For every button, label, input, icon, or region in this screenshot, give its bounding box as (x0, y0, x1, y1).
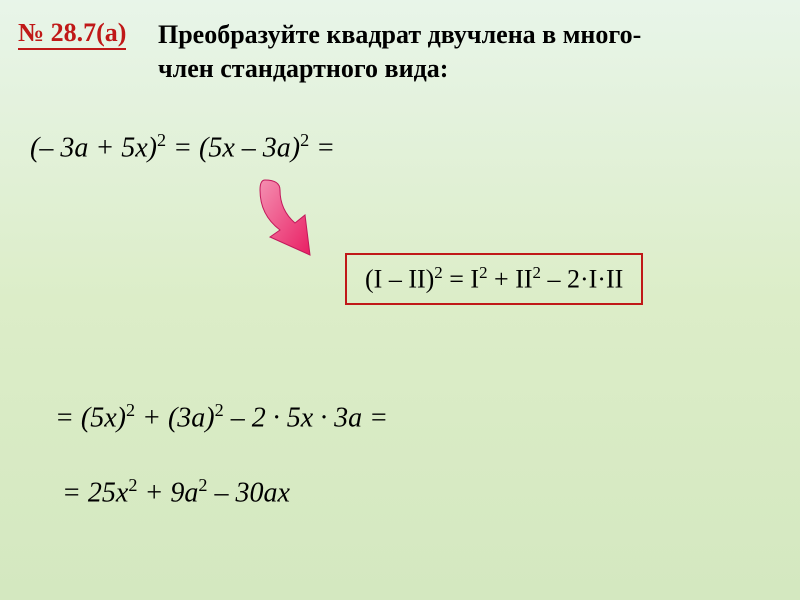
eq2-text: = (5 (55, 402, 104, 433)
eq2-sup: 2 (215, 400, 224, 420)
eq2-var: x (104, 402, 116, 433)
eq1-text: ) (291, 132, 300, 163)
eq3-text: – 30 (207, 477, 263, 508)
formula-text: – 2·I·II (541, 265, 623, 294)
formula-sup: 2 (479, 263, 487, 282)
formula-box: (I – II)2 = I2 + II2 – 2·I·II (345, 253, 643, 305)
eq1-text: (– 3 (30, 132, 74, 163)
equation-2: = (5x)2 + (3a)2 – 2 · 5x · 3a = (55, 400, 388, 434)
formula-text: = I (443, 265, 479, 294)
formula-sup: 2 (533, 263, 541, 282)
eq1-text: = (309, 132, 335, 163)
formula-text: + II (488, 265, 533, 294)
eq1-text: – 3 (235, 132, 277, 163)
equation-3: = 25x2 + 9a2 – 30ax (62, 475, 290, 509)
eq2-text: ) (205, 402, 214, 433)
eq2-text: ) (117, 402, 126, 433)
eq2-var: a (348, 402, 362, 433)
formula-sup: 2 (434, 263, 442, 282)
eq3-var: a (263, 477, 277, 508)
eq1-sup: 2 (300, 130, 309, 150)
eq1-text: = (5 (166, 132, 222, 163)
arrow-icon (255, 175, 335, 275)
eq2-var: x (301, 402, 313, 433)
eq1-var: a (277, 132, 291, 163)
eq2-var: a (191, 402, 205, 433)
formula-text: (I – II) (365, 265, 434, 294)
eq2-text: = (362, 402, 388, 433)
eq1-sup: 2 (157, 130, 166, 150)
eq3-var: x (277, 477, 289, 508)
eq2-sup: 2 (126, 400, 135, 420)
eq1-var: a (74, 132, 88, 163)
eq2-text: + (3 (135, 402, 191, 433)
eq1-text: ) (148, 132, 157, 163)
eq1-text: + 5 (88, 132, 135, 163)
eq3-text: + 9 (137, 477, 184, 508)
instruction-text: Преобразуйте квадрат двучлена в много- ч… (158, 18, 641, 86)
equation-1: (– 3a + 5x)2 = (5x – 3a)2 = (30, 130, 335, 164)
instruction-line1: Преобразуйте квадрат двучлена в много- (158, 20, 641, 49)
problem-number: № 28.7(а) (18, 18, 126, 50)
eq3-var: a (184, 477, 198, 508)
eq2-text: · 3 (313, 402, 348, 433)
instruction-line2: член стандартного вида: (158, 54, 448, 83)
eq2-text: – 2 · 5 (224, 402, 301, 433)
eq1-var: x (222, 132, 234, 163)
eq1-var: x (135, 132, 147, 163)
eq3-var: x (116, 477, 128, 508)
eq3-text: = 25 (62, 477, 116, 508)
